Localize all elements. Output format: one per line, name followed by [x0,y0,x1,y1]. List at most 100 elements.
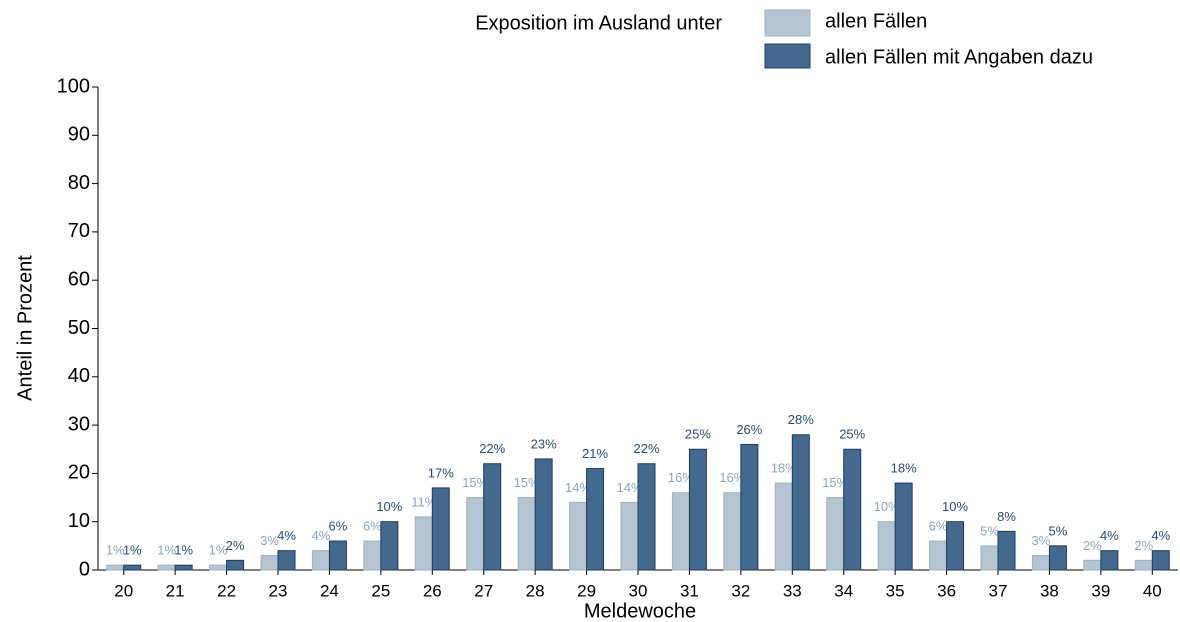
y-tick-label: 100 [57,75,90,97]
value-label: 10% [874,499,900,514]
value-label: 4% [1151,528,1170,543]
legend-swatch [764,43,811,69]
x-tick-label: 21 [166,581,185,600]
bar [740,443,759,571]
bar [894,482,913,571]
x-tick-label: 37 [989,581,1008,600]
value-label: 1% [157,543,176,558]
bar [483,463,502,571]
x-tick-label: 24 [320,581,339,600]
value-label: 14% [616,480,642,495]
value-label: 1% [174,543,193,558]
bar [586,468,605,571]
bar [174,564,193,571]
value-label: 10% [376,499,402,514]
value-label: 25% [685,427,711,442]
bar [157,564,176,571]
value-label: 4% [277,528,296,543]
bar [826,497,845,571]
y-tick-label: 90 [68,124,90,146]
value-label: 5% [1049,523,1068,538]
value-label: 15% [462,475,488,490]
x-tick-label: 28 [526,581,545,600]
x-tick-label: 29 [577,581,596,600]
bar [843,448,862,571]
y-tick-label: 70 [68,220,90,242]
value-label: 6% [329,518,348,533]
bar [877,521,896,571]
bar [791,434,810,571]
value-label: 1% [209,543,228,558]
x-tick-label: 30 [629,581,648,600]
value-label: 2% [226,538,245,553]
value-label: 4% [1100,528,1119,543]
bar [380,521,399,571]
bar [637,463,656,571]
value-label: 17% [428,465,454,480]
bar [946,521,965,571]
x-tick-label: 38 [1040,581,1059,600]
value-label: 5% [980,523,999,538]
value-label: 3% [260,533,279,548]
y-axis-label: Anteil in Prozent [14,255,36,401]
value-label: 2% [1083,538,1102,553]
value-label: 15% [514,475,540,490]
bar [328,540,347,571]
x-tick-label: 20 [114,581,133,600]
bar [260,555,279,571]
bar [774,482,793,571]
bar [209,564,228,571]
legend-label: allen Fällen mit Angaben dazu [825,46,1093,68]
value-label: 16% [668,470,694,485]
value-label: 11% [411,494,436,509]
x-tick-label: 35 [886,581,905,600]
x-tick-label: 26 [423,581,442,600]
bar [517,497,536,571]
value-label: 22% [479,441,505,456]
y-tick-label: 20 [68,462,90,484]
bar [414,516,433,571]
x-tick-label: 27 [474,581,493,600]
value-label: 1% [123,543,142,558]
bar [466,497,485,571]
bar [311,550,330,571]
bar [1134,559,1153,571]
y-tick-label: 50 [68,317,90,339]
y-tick-label: 30 [68,413,90,435]
value-label: 26% [736,422,762,437]
value-label: 22% [633,441,659,456]
y-tick-label: 40 [68,365,90,387]
x-tick-label: 22 [217,581,236,600]
value-label: 10% [942,499,968,514]
x-tick-label: 39 [1091,581,1110,600]
x-tick-label: 34 [834,581,853,600]
value-label: 23% [531,436,557,451]
bar [569,501,588,571]
legend-label: allen Fällen [825,10,927,32]
bar [723,492,742,571]
x-tick-label: 23 [269,581,288,600]
bar [1031,555,1050,571]
value-label: 28% [788,412,814,427]
x-tick-label: 32 [731,581,750,600]
bar [277,550,296,571]
bar [1083,559,1102,571]
value-label: 15% [822,475,848,490]
bar [534,458,553,571]
value-label: 14% [565,480,591,495]
y-tick-label: 80 [68,172,90,194]
y-tick-label: 10 [68,510,90,532]
value-label: 21% [582,446,608,461]
bar [929,540,948,571]
y-tick-label: 0 [79,558,90,580]
bar [106,564,125,571]
bar [1048,545,1067,571]
bar [980,545,999,571]
x-axis-label: Meldewoche [584,600,696,622]
value-label: 1% [106,543,125,558]
legend-title: Exposition im Ausland unter [475,12,722,34]
bar [363,540,382,571]
bar [671,492,690,571]
